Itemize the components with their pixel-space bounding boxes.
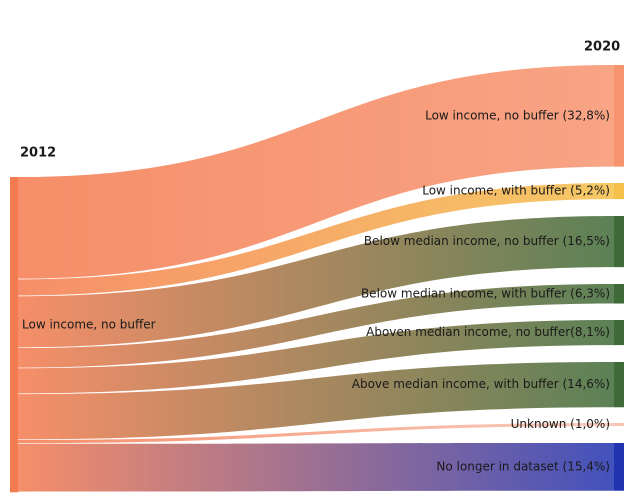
link <box>18 362 614 440</box>
node-label: Low income, with buffer (5,2%) <box>422 184 610 198</box>
node-label: Below median income, with buffer (6,3%) <box>361 286 610 300</box>
source-year: 2012 <box>20 146 56 161</box>
target-node <box>614 183 624 200</box>
target-node <box>614 320 624 346</box>
link <box>18 320 614 394</box>
target-node <box>614 362 624 408</box>
source-node <box>10 177 18 493</box>
link <box>18 423 614 444</box>
target-year: 2020 <box>584 40 620 55</box>
target-node <box>614 216 624 268</box>
target-node <box>614 284 624 304</box>
link <box>18 443 614 492</box>
link <box>18 216 614 348</box>
source-label: Low income, no buffer <box>22 318 156 332</box>
node-label: Unknown (1,0%) <box>511 417 610 431</box>
target-node <box>614 65 624 167</box>
node-label: No longer in dataset (15,4%) <box>436 459 610 473</box>
node-label: Aboven median income, no buffer(8,1%) <box>366 325 610 339</box>
link <box>18 65 614 279</box>
node-label: Below median income, no buffer (16,5%) <box>364 234 610 248</box>
link <box>18 183 614 296</box>
node-label: Low income, no buffer (32,8%) <box>425 108 610 122</box>
target-node <box>614 423 624 427</box>
node-label: Above median income, with buffer (14,6%) <box>352 377 610 391</box>
link <box>18 284 614 368</box>
target-node <box>614 443 624 491</box>
